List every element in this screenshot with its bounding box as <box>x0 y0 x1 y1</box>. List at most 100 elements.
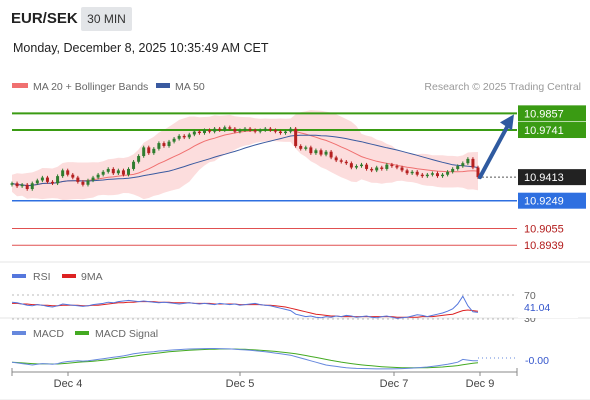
legend-label: MACD <box>33 328 64 340</box>
candle-body <box>370 168 374 171</box>
candle-body <box>10 183 14 185</box>
candle-body <box>339 160 343 162</box>
candle-body <box>314 150 318 154</box>
datetime-label: Monday, December 8, 2025 10:35:49 AM CET <box>13 41 269 55</box>
macd-signal-line <box>11 348 479 369</box>
level-label: 10.9055 <box>524 224 564 236</box>
candle-body <box>167 141 171 146</box>
candle-body <box>324 151 328 155</box>
candle-body <box>121 170 125 175</box>
forecast-arrowhead <box>500 114 514 131</box>
candle-body <box>380 167 384 169</box>
candle-body <box>420 174 424 177</box>
candle-body <box>142 147 146 157</box>
candle-body <box>187 134 191 138</box>
candle-body <box>218 128 222 131</box>
candle-body <box>354 166 358 168</box>
rsi-line <box>11 295 479 319</box>
candle-body <box>466 158 470 164</box>
candle-body <box>425 174 429 177</box>
candle-body <box>430 173 434 175</box>
legend-swatch <box>156 83 170 88</box>
candle-body <box>56 176 60 184</box>
candle-body <box>76 177 80 182</box>
candle-body <box>344 161 348 164</box>
candle-body <box>96 174 100 178</box>
candle-body <box>66 170 70 175</box>
candle-body <box>258 130 262 132</box>
rsi-axis-label: 70 <box>524 290 536 302</box>
x-axis-label: Dec 7 <box>380 378 409 390</box>
candle-body <box>71 174 75 178</box>
candle-body <box>116 170 120 174</box>
candle-body <box>268 128 272 131</box>
candle-body <box>456 166 460 169</box>
candle-body <box>390 164 394 167</box>
candle-body <box>294 128 298 146</box>
candle-body <box>177 135 181 139</box>
candle-body <box>319 150 323 155</box>
candle-body <box>137 156 141 162</box>
rsi-value-label: 41.04 <box>524 302 550 314</box>
candle-body <box>451 168 455 172</box>
candle-body <box>278 131 282 134</box>
level-label-box <box>518 122 586 139</box>
candle-body <box>228 127 232 129</box>
interval-badge[interactable]: 30 MIN <box>81 7 132 31</box>
candle-body <box>385 164 389 169</box>
candle-body <box>91 177 95 181</box>
candle-body <box>243 128 247 131</box>
candle-body <box>476 167 480 178</box>
candle-body <box>223 127 227 131</box>
candle-body <box>405 170 409 174</box>
candle-body <box>25 184 29 190</box>
candle-body <box>334 157 338 161</box>
bollinger-band <box>12 110 478 200</box>
level-label: 10.9857 <box>524 108 564 120</box>
candle-body <box>51 181 55 184</box>
rsi-label-mask <box>518 313 578 318</box>
candle-body <box>238 130 242 132</box>
candle-body <box>248 128 252 131</box>
current-price-box <box>518 169 586 186</box>
candle-body <box>61 170 65 177</box>
candle-body <box>152 148 156 154</box>
candle-body <box>360 164 363 167</box>
candle-body <box>127 168 130 175</box>
x-axis-label: Dec 4 <box>54 378 83 390</box>
candle-body <box>441 174 445 177</box>
candle-body <box>81 181 85 185</box>
candle-body <box>197 131 201 134</box>
candle-body <box>147 147 151 154</box>
candle-body <box>162 143 166 146</box>
candle-body <box>400 167 404 171</box>
candle-body <box>45 177 49 182</box>
candle-body <box>192 131 196 135</box>
candle-body <box>299 145 303 149</box>
candle-body <box>111 168 115 174</box>
legend-swatch <box>62 274 76 278</box>
candle-body <box>106 168 110 172</box>
legend-label: MA 50 <box>175 81 205 93</box>
legend-swatch <box>12 274 26 278</box>
candle-body <box>415 171 419 175</box>
candle-body <box>304 147 308 149</box>
candle-body <box>202 130 206 134</box>
candle-body <box>471 158 475 168</box>
candle-body <box>329 151 333 158</box>
chart-header: EUR/SEK 30 MIN <box>0 0 590 38</box>
candle-body <box>365 164 369 169</box>
level-label: 10.9249 <box>524 196 564 208</box>
candle-body <box>233 128 237 132</box>
candle-body <box>435 173 439 177</box>
legend-label: RSI <box>33 271 51 283</box>
candle-body <box>309 147 313 154</box>
level-label-box <box>518 192 586 209</box>
candle-body <box>172 138 176 142</box>
candle-body <box>375 167 379 171</box>
candle-body <box>284 131 288 134</box>
x-axis-label: Dec 5 <box>226 378 255 390</box>
candle-body <box>446 171 450 175</box>
legend-swatch <box>12 331 26 335</box>
